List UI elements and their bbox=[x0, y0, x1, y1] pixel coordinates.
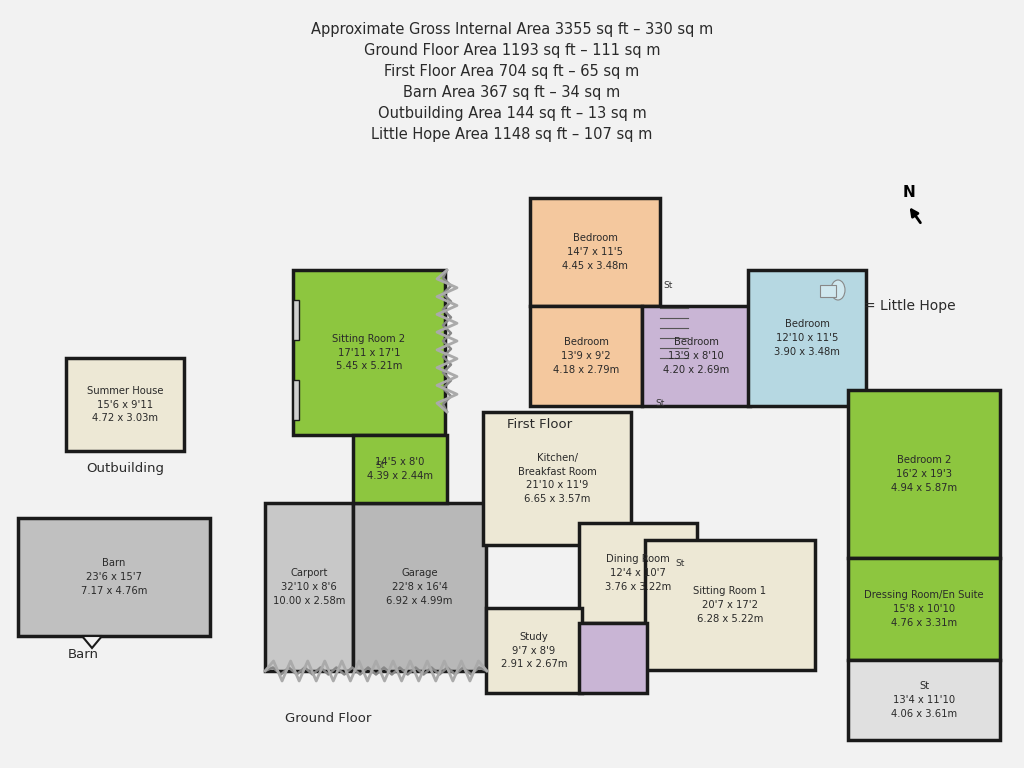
Bar bbox=[530, 198, 660, 306]
Text: Ground Floor Area 1193 sq ft – 111 sq m: Ground Floor Area 1193 sq ft – 111 sq m bbox=[364, 43, 660, 58]
Text: Carport
32'10 x 8'6
10.00 x 2.58m: Carport 32'10 x 8'6 10.00 x 2.58m bbox=[272, 568, 345, 606]
Text: Dressing Room/En Suite
15'8 x 10'10
4.76 x 3.31m: Dressing Room/En Suite 15'8 x 10'10 4.76… bbox=[864, 591, 984, 627]
Bar bbox=[293, 300, 299, 340]
Text: Kitchen/
Breakfast Room
21'10 x 11'9
6.65 x 3.57m: Kitchen/ Breakfast Room 21'10 x 11'9 6.6… bbox=[517, 453, 596, 504]
Text: First Floor Area 704 sq ft – 65 sq m: First Floor Area 704 sq ft – 65 sq m bbox=[384, 64, 640, 79]
Bar bbox=[486, 608, 582, 693]
Bar bbox=[293, 270, 445, 435]
Text: Garage
22'8 x 16'4
6.92 x 4.99m: Garage 22'8 x 16'4 6.92 x 4.99m bbox=[386, 568, 453, 606]
Bar bbox=[848, 558, 1000, 660]
Text: St: St bbox=[376, 462, 385, 471]
Bar bbox=[836, 295, 858, 317]
Bar bbox=[848, 390, 1000, 558]
Bar bbox=[18, 518, 210, 636]
Text: Dining Room
12'4 x 10'7
3.76 x 3.22m: Dining Room 12'4 x 10'7 3.76 x 3.22m bbox=[605, 554, 671, 591]
Bar bbox=[579, 623, 647, 693]
Text: Barn: Barn bbox=[68, 648, 99, 661]
Text: Approximate Gross Internal Area 3355 sq ft – 330 sq m: Approximate Gross Internal Area 3355 sq … bbox=[311, 22, 713, 37]
Text: First Floor: First Floor bbox=[507, 418, 572, 431]
Polygon shape bbox=[82, 636, 102, 648]
Bar bbox=[579, 523, 697, 623]
Text: Ground Floor: Ground Floor bbox=[285, 712, 372, 725]
Text: Bedroom
12'10 x 11'5
3.90 x 3.48m: Bedroom 12'10 x 11'5 3.90 x 3.48m bbox=[774, 319, 840, 356]
Text: St: St bbox=[655, 399, 665, 409]
Bar bbox=[645, 540, 815, 670]
Text: St: St bbox=[664, 282, 673, 290]
Text: Bedroom
13'9 x 9'2
4.18 x 2.79m: Bedroom 13'9 x 9'2 4.18 x 2.79m bbox=[553, 337, 620, 375]
Text: Barn Area 367 sq ft – 34 sq m: Barn Area 367 sq ft – 34 sq m bbox=[403, 85, 621, 100]
Text: Barn
23'6 x 15'7
7.17 x 4.76m: Barn 23'6 x 15'7 7.17 x 4.76m bbox=[81, 558, 147, 596]
Text: Little Hope Area 1148 sq ft – 107 sq m: Little Hope Area 1148 sq ft – 107 sq m bbox=[372, 127, 652, 142]
Bar bbox=[483, 412, 631, 545]
Text: Study
9'7 x 8'9
2.91 x 2.67m: Study 9'7 x 8'9 2.91 x 2.67m bbox=[501, 632, 567, 669]
Text: Outbuilding: Outbuilding bbox=[86, 462, 164, 475]
Bar bbox=[642, 306, 750, 406]
Text: Outbuilding Area 144 sq ft – 13 sq m: Outbuilding Area 144 sq ft – 13 sq m bbox=[378, 106, 646, 121]
Text: St: St bbox=[675, 560, 685, 568]
Bar bbox=[265, 503, 353, 671]
Bar bbox=[530, 306, 642, 406]
Bar bbox=[820, 285, 836, 297]
Text: Summer House
15'6 x 9'11
4.72 x 3.03m: Summer House 15'6 x 9'11 4.72 x 3.03m bbox=[87, 386, 163, 423]
Ellipse shape bbox=[831, 280, 845, 300]
Bar bbox=[848, 660, 1000, 740]
Bar bbox=[748, 270, 866, 406]
Bar bbox=[66, 358, 184, 451]
Text: 14'5 x 8'0
4.39 x 2.44m: 14'5 x 8'0 4.39 x 2.44m bbox=[367, 457, 433, 481]
Text: N: N bbox=[903, 185, 915, 200]
Text: Sitting Room 2
17'11 x 17'1
5.45 x 5.21m: Sitting Room 2 17'11 x 17'1 5.45 x 5.21m bbox=[333, 334, 406, 371]
Text: Sitting Room 1
20'7 x 17'2
6.28 x 5.22m: Sitting Room 1 20'7 x 17'2 6.28 x 5.22m bbox=[693, 587, 767, 624]
Text: Bedroom
14'7 x 11'5
4.45 x 3.48m: Bedroom 14'7 x 11'5 4.45 x 3.48m bbox=[562, 233, 628, 270]
Text: Bedroom
13'9 x 8'10
4.20 x 2.69m: Bedroom 13'9 x 8'10 4.20 x 2.69m bbox=[663, 337, 729, 375]
Text: Bedroom 2
16'2 x 19'3
4.94 x 5.87m: Bedroom 2 16'2 x 19'3 4.94 x 5.87m bbox=[891, 455, 957, 492]
Text: = Little Hope: = Little Hope bbox=[864, 299, 955, 313]
Bar bbox=[353, 435, 447, 503]
Bar bbox=[353, 503, 486, 671]
Text: St
13'4 x 11'10
4.06 x 3.61m: St 13'4 x 11'10 4.06 x 3.61m bbox=[891, 681, 957, 719]
Bar bbox=[293, 380, 299, 420]
